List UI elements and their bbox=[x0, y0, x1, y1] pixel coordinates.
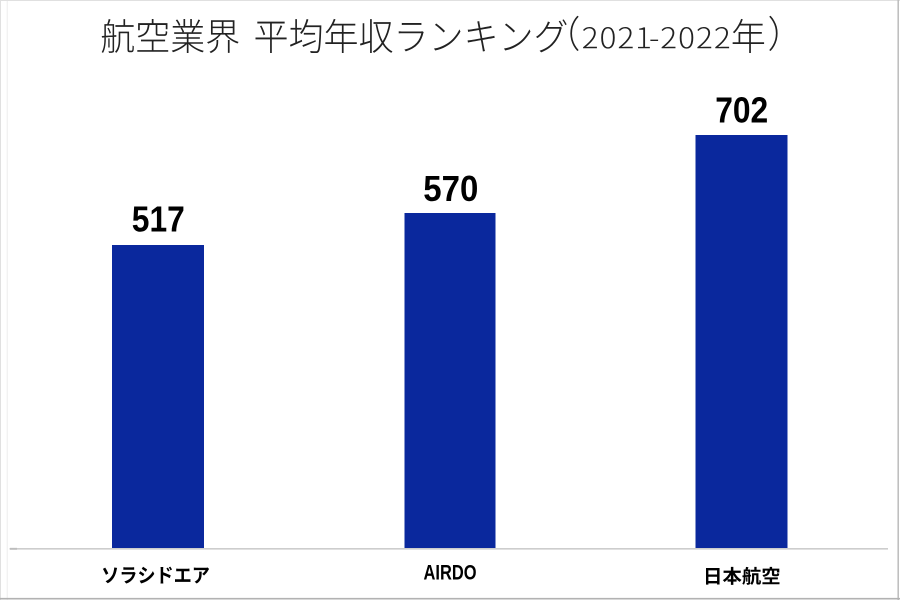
svg-text:AIRDO: AIRDO bbox=[424, 562, 477, 585]
svg-text:702: 702 bbox=[715, 90, 768, 131]
svg-text:517: 517 bbox=[132, 199, 185, 240]
svg-text:570: 570 bbox=[423, 168, 478, 209]
